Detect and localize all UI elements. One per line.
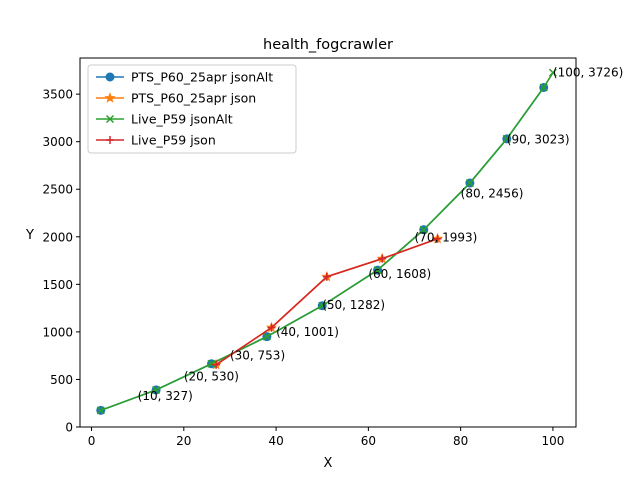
x-tick-label: 60 [361, 434, 376, 448]
data-point [212, 360, 221, 369]
legend-marker [104, 92, 116, 103]
point-annotation: (80, 2456) [461, 186, 524, 200]
series-3 [212, 234, 442, 369]
legend-item: PTS_P60_25apr jsonAlt [96, 70, 273, 85]
legend-label: PTS_P60_25apr json [131, 91, 256, 106]
point-annotation: (30, 753) [230, 348, 285, 362]
legend-label: Live_P59 jsonAlt [131, 112, 233, 127]
data-point [502, 134, 511, 143]
y-tick-label: 2500 [42, 183, 73, 197]
point-annotation: (90, 3023) [507, 133, 570, 147]
x-axis-label: X [324, 456, 333, 471]
series-2 [96, 68, 557, 415]
chart-title: health_fogcrawler [263, 37, 393, 53]
y-tick-label: 1500 [42, 278, 73, 292]
data-point [262, 332, 271, 341]
y-tick-label: 3000 [42, 135, 73, 149]
x-tick-label: 0 [88, 434, 96, 448]
legend: PTS_P60_25apr jsonAlt PTS_P60_25apr json L… [87, 64, 297, 154]
y-tick-label: 3500 [42, 88, 73, 102]
legend-marker [105, 114, 115, 124]
data-point [152, 385, 161, 394]
point-annotation: (10, 327) [138, 389, 193, 403]
data-point [207, 359, 216, 368]
x-tick-label: 20 [176, 434, 191, 448]
legend-label: PTS_P60_25apr jsonAlt [131, 70, 273, 85]
y-tick-label: 2000 [42, 230, 73, 244]
data-point [433, 234, 442, 243]
x-tick-label: 100 [541, 434, 564, 448]
y-tick-label: 1000 [42, 325, 73, 339]
legend-item: Live_P59 jsonAlt [96, 112, 233, 127]
data-point [548, 68, 557, 77]
legend-box [87, 64, 297, 154]
y-tick-label: 500 [50, 373, 73, 387]
legend-item: PTS_P60_25apr json [96, 91, 256, 106]
data-point [465, 179, 474, 188]
legend-marker [105, 72, 115, 82]
point-annotation: (50, 1282) [322, 298, 385, 312]
y-tick-label: 0 [65, 421, 73, 435]
y-axis-label: Y [25, 228, 34, 243]
data-point [419, 225, 428, 234]
point-annotation: (70, 1993) [415, 230, 478, 244]
data-point [539, 83, 548, 92]
x-tick-label: 80 [453, 434, 468, 448]
point-annotation: (100, 3726) [553, 66, 623, 80]
legend-label: Live_P59 json [131, 133, 216, 148]
data-point [378, 254, 387, 263]
point-annotation: (40, 1001) [276, 325, 339, 339]
x-tick-label: 40 [268, 434, 283, 448]
data-point [267, 323, 276, 332]
data-point [318, 301, 327, 310]
data-point [373, 266, 382, 275]
data-point [322, 272, 331, 281]
plot-area: 0 20 40 60 80 1000500100015002000250030003500… [42, 66, 623, 448]
point-annotation: (60, 1608) [368, 267, 431, 281]
legend-item: Live_P59 json [96, 133, 216, 148]
data-point [96, 406, 105, 415]
point-annotation: (20, 530) [184, 370, 239, 384]
axes-frame [79, 57, 577, 428]
legend-marker [106, 136, 114, 144]
